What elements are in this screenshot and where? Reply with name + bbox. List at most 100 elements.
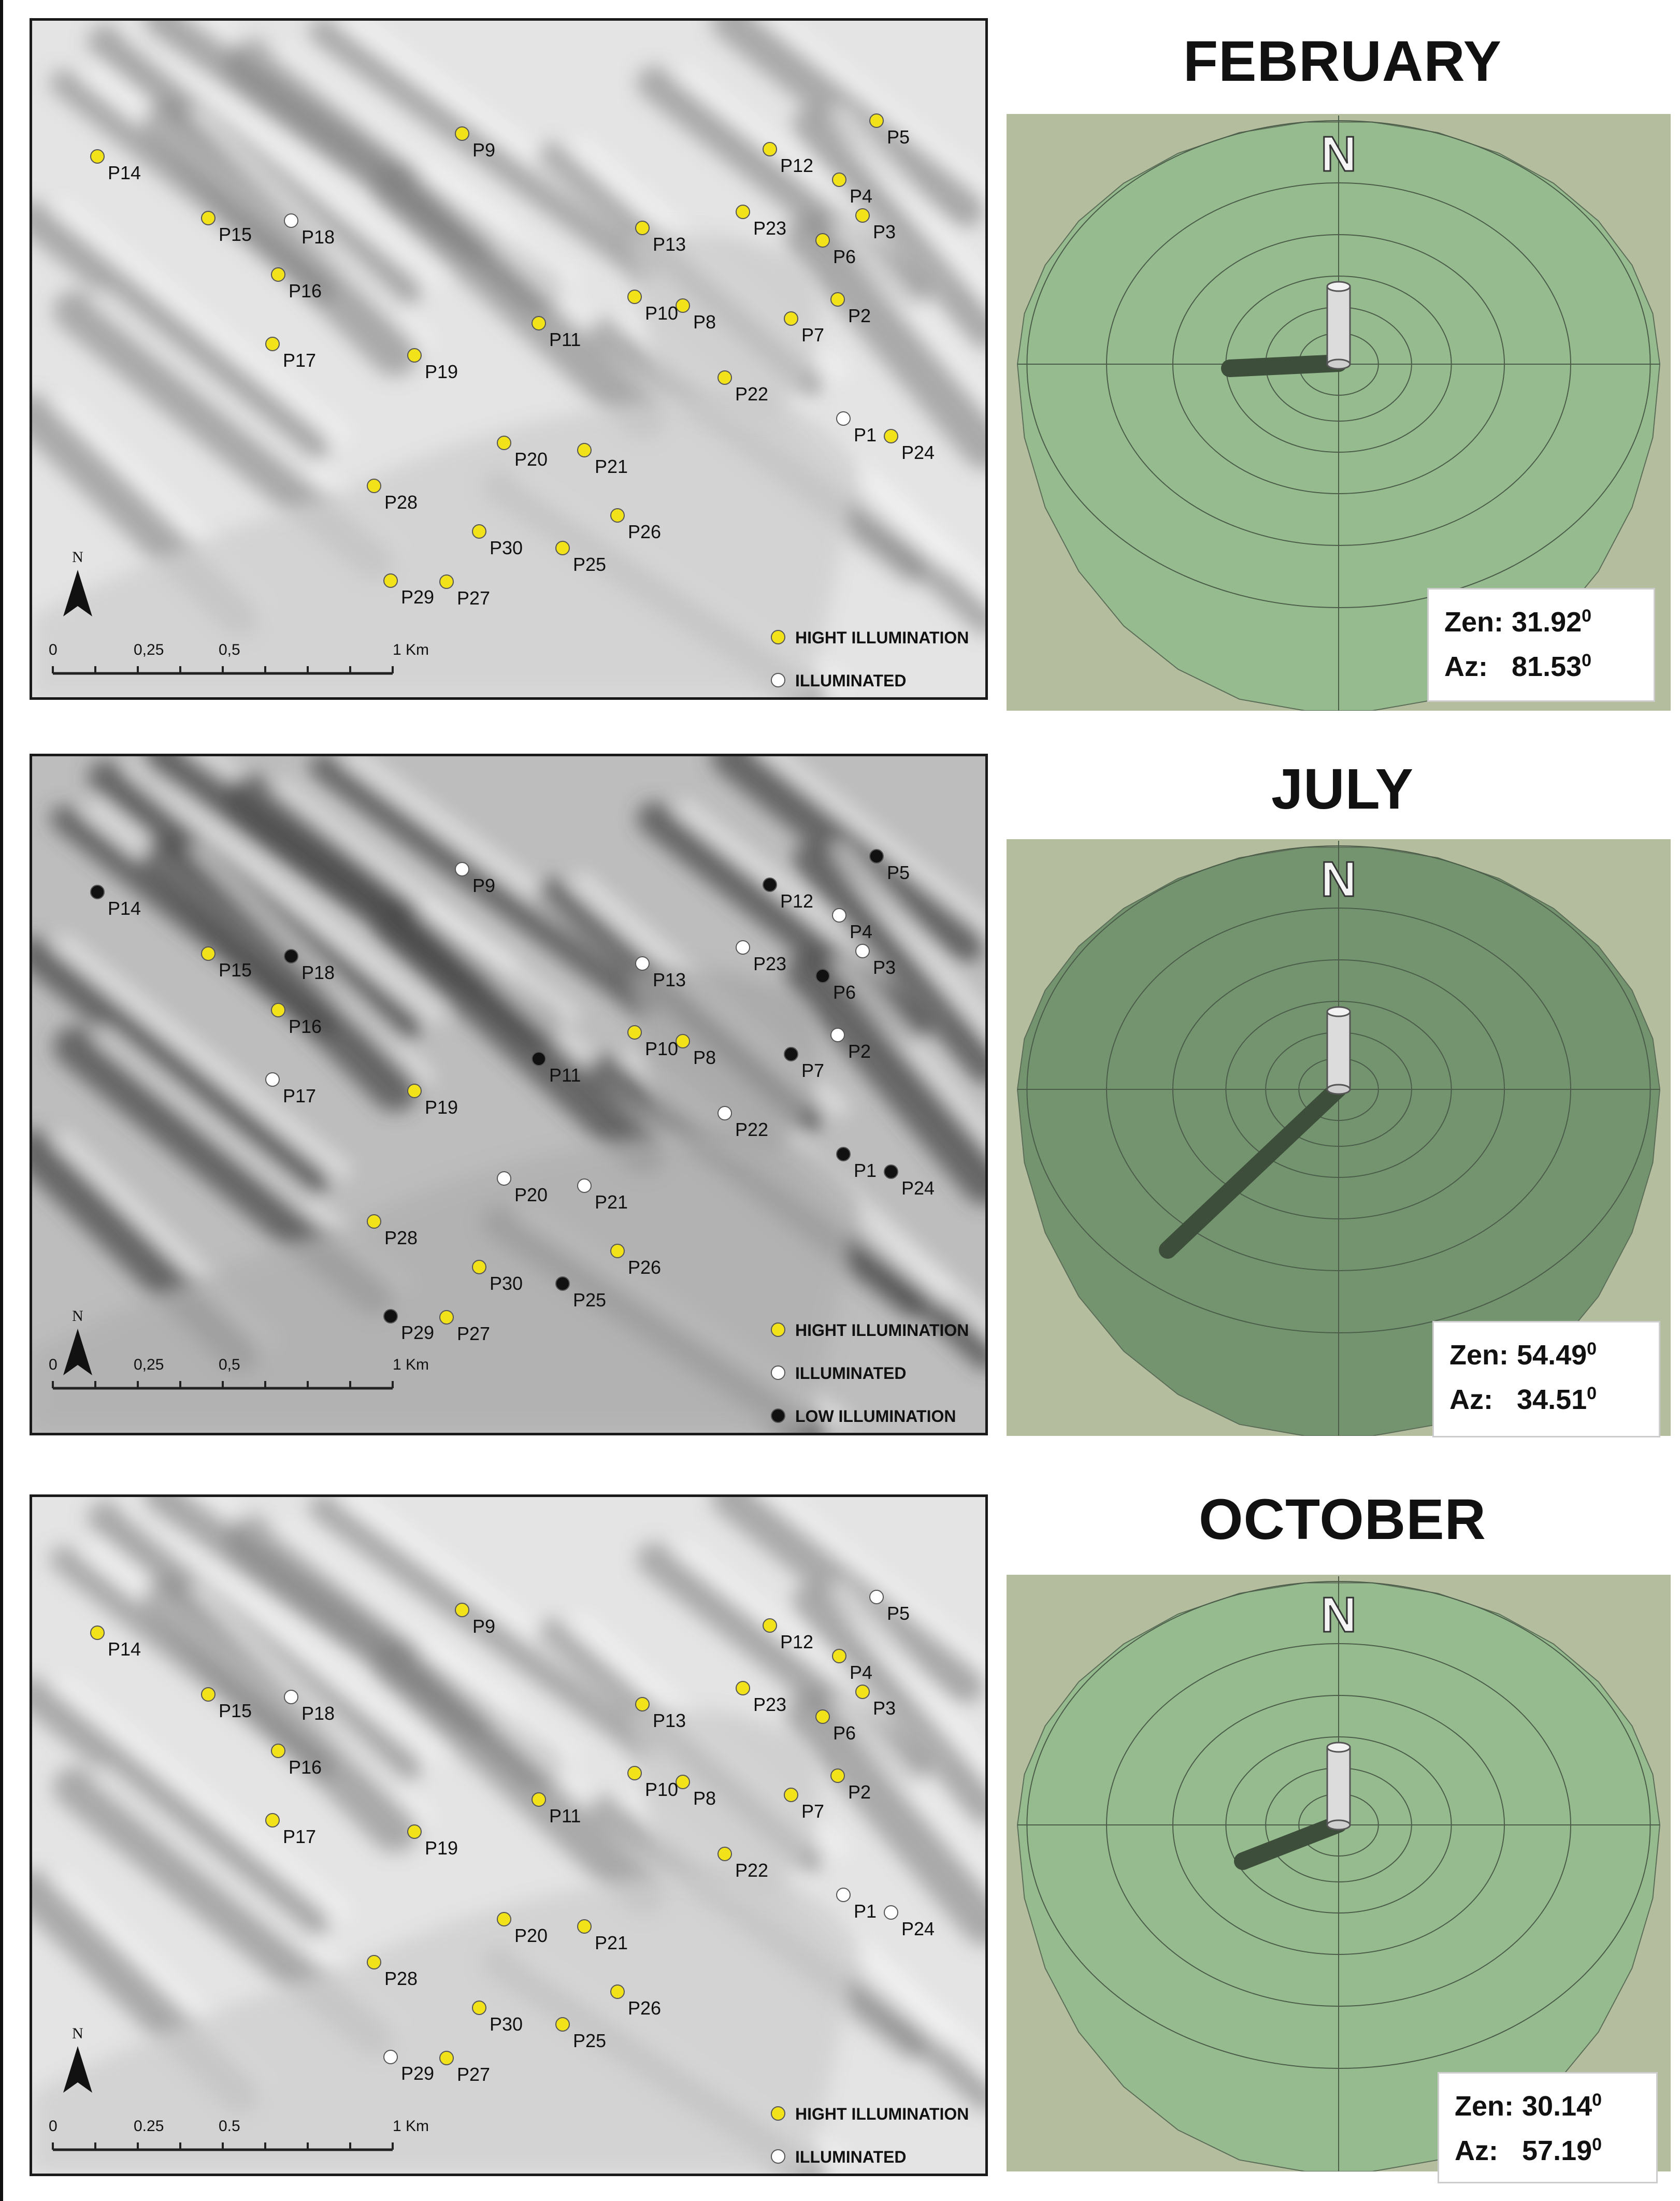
point-marker-p7 [784,1047,798,1061]
point-marker-p22 [717,1106,732,1120]
point-marker-p26 [610,1984,625,1999]
point-label-p28: P28 [384,492,418,513]
point-label-p17: P17 [283,1085,316,1106]
point-label-p7: P7 [801,324,824,346]
point-marker-p28 [367,479,381,493]
point-marker-p24 [884,1905,898,1920]
point-label-p16: P16 [289,280,322,301]
point-marker-p26 [610,508,625,523]
point-label-p27: P27 [457,2064,490,2085]
point-label-p1: P1 [854,1901,877,1922]
point-marker-p12 [763,1618,777,1633]
point-label-p4: P4 [850,921,872,942]
gnomon-cylinder [1326,281,1351,370]
legend-swatch [771,2106,785,2121]
sun-dome-svg: N [1016,116,1661,711]
point-marker-p30 [472,524,486,539]
point-label-p5: P5 [887,1603,910,1624]
point-marker-p23 [736,940,750,955]
point-marker-p4 [832,172,846,187]
gnomon-shadow [1221,354,1347,377]
point-marker-p27 [439,1310,454,1325]
sun-angle-box-july: Zen: 54.490 Az: 34.510 [1432,1321,1660,1437]
point-label-p2: P2 [848,305,871,326]
zenith-value: 54.49 [1517,1340,1587,1371]
point-marker-p9 [455,126,469,141]
point-marker-p2 [830,292,845,307]
legend-label: HIGHT ILLUMINATION [795,2105,969,2123]
scale-label: 0 [49,1356,58,1373]
point-marker-p15 [201,1687,216,1702]
point-marker-p29 [383,1309,398,1324]
legend-label: LOW ILLUMINATION [795,1407,956,1426]
point-label-p8: P8 [693,1788,716,1809]
point-marker-p10 [627,1766,642,1780]
point-label-p22: P22 [735,1860,768,1881]
point-label-p11: P11 [549,1064,581,1086]
legend-swatch [771,630,785,644]
point-marker-p14 [90,149,105,164]
point-label-p13: P13 [653,234,686,255]
point-label-p13: P13 [653,969,686,990]
point-label-p29: P29 [401,586,434,608]
point-label-p11: P11 [549,1805,581,1826]
point-marker-p19 [407,348,422,363]
point-label-p20: P20 [514,1925,548,1946]
sun-angle-box-february: Zen: 31.920 Az: 81.530 [1427,588,1655,702]
point-label-p23: P23 [753,218,786,239]
point-label-p4: P4 [850,185,872,207]
compass-north-label: N [1320,126,1356,182]
point-marker-p20 [497,436,511,450]
point-marker-p3 [855,944,870,958]
point-label-p21: P21 [595,456,628,477]
point-label-p29: P29 [401,1322,434,1343]
point-label-p10: P10 [645,1779,678,1800]
point-label-p8: P8 [693,311,716,333]
point-marker-p29 [383,2050,398,2064]
point-marker-p1 [836,411,851,426]
point-label-p25: P25 [573,2030,606,2051]
point-marker-p17 [265,1813,280,1828]
point-marker-p4 [832,908,846,923]
point-label-p15: P15 [219,959,252,981]
point-label-p9: P9 [472,1616,495,1637]
point-label-p9: P9 [472,139,495,161]
point-label-p20: P20 [514,449,548,470]
point-marker-p11 [532,1792,546,1807]
point-marker-p18 [284,1690,298,1704]
point-marker-p9 [455,862,469,876]
svg-text:N: N [72,1307,83,1325]
point-marker-p13 [635,221,650,235]
point-marker-p4 [832,1649,846,1663]
gnomon-shadow [1159,1080,1347,1259]
point-marker-p5 [869,1590,884,1604]
point-marker-p22 [717,1847,732,1861]
point-label-p1: P1 [854,424,877,445]
point-marker-p19 [407,1824,422,1839]
point-marker-p8 [676,1034,690,1048]
point-label-p3: P3 [873,221,896,242]
point-label-p30: P30 [490,537,523,558]
scale-label: 0 [49,641,58,658]
scale-label: 0.25 [134,2118,164,2135]
legend: HIGHT ILLUMINATION ILLUMINATED LOW ILLUMIN… [771,1321,969,1426]
point-label-p16: P16 [289,1016,322,1037]
point-marker-p13 [635,1697,650,1711]
point-label-p14: P14 [108,898,141,919]
point-marker-p12 [763,142,777,156]
point-marker-p22 [717,370,732,385]
point-label-p5: P5 [887,862,910,883]
point-label-p24: P24 [901,1177,935,1199]
point-marker-p30 [472,1260,486,1274]
scale-label: 0,25 [134,641,164,658]
point-marker-p12 [763,877,777,892]
point-marker-p1 [836,1147,851,1161]
point-label-p5: P5 [887,126,910,148]
legend-label: ILLUMINATED [795,2148,906,2166]
point-label-p23: P23 [753,1694,786,1715]
point-label-p2: P2 [848,1781,871,1803]
point-label-p27: P27 [457,1323,490,1344]
point-label-p22: P22 [735,383,768,405]
point-label-p11: P11 [549,329,581,350]
